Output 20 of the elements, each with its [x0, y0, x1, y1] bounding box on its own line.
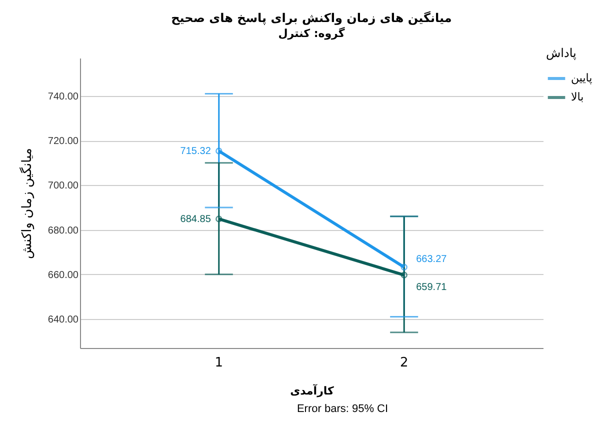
x-tick-label: 1: [214, 356, 224, 370]
x-tick-label: 2: [400, 356, 408, 370]
data-label: 715.32: [180, 146, 212, 157]
chart-subtitle: گروه: کنترل: [278, 27, 346, 40]
y-axis-title: میانگین زمان واکنش: [18, 148, 35, 260]
chart-title: میانگین های زمان واکنش برای پاسخ های صحیح: [171, 11, 452, 25]
data-label: 663.27: [416, 254, 448, 266]
y-tick-label: 740.00: [48, 91, 79, 102]
y-tick-label: 660.00: [48, 270, 79, 281]
y-tick-label: 700.00: [48, 180, 79, 192]
y-tick-label: 720.00: [48, 136, 79, 148]
data-label: 659.71: [416, 282, 448, 294]
legend-label: پایین: [571, 72, 592, 84]
legend-label: بالا: [571, 90, 584, 104]
data-label: 684.85: [180, 214, 212, 225]
text: Error bars: 95% CI: [296, 403, 390, 415]
y-tick-label: 680.00: [48, 225, 79, 236]
y-tick-label: 640.00: [48, 314, 79, 326]
x-axis-title: کارآمدی: [290, 384, 335, 398]
legend-title: پاداش: [546, 46, 576, 60]
